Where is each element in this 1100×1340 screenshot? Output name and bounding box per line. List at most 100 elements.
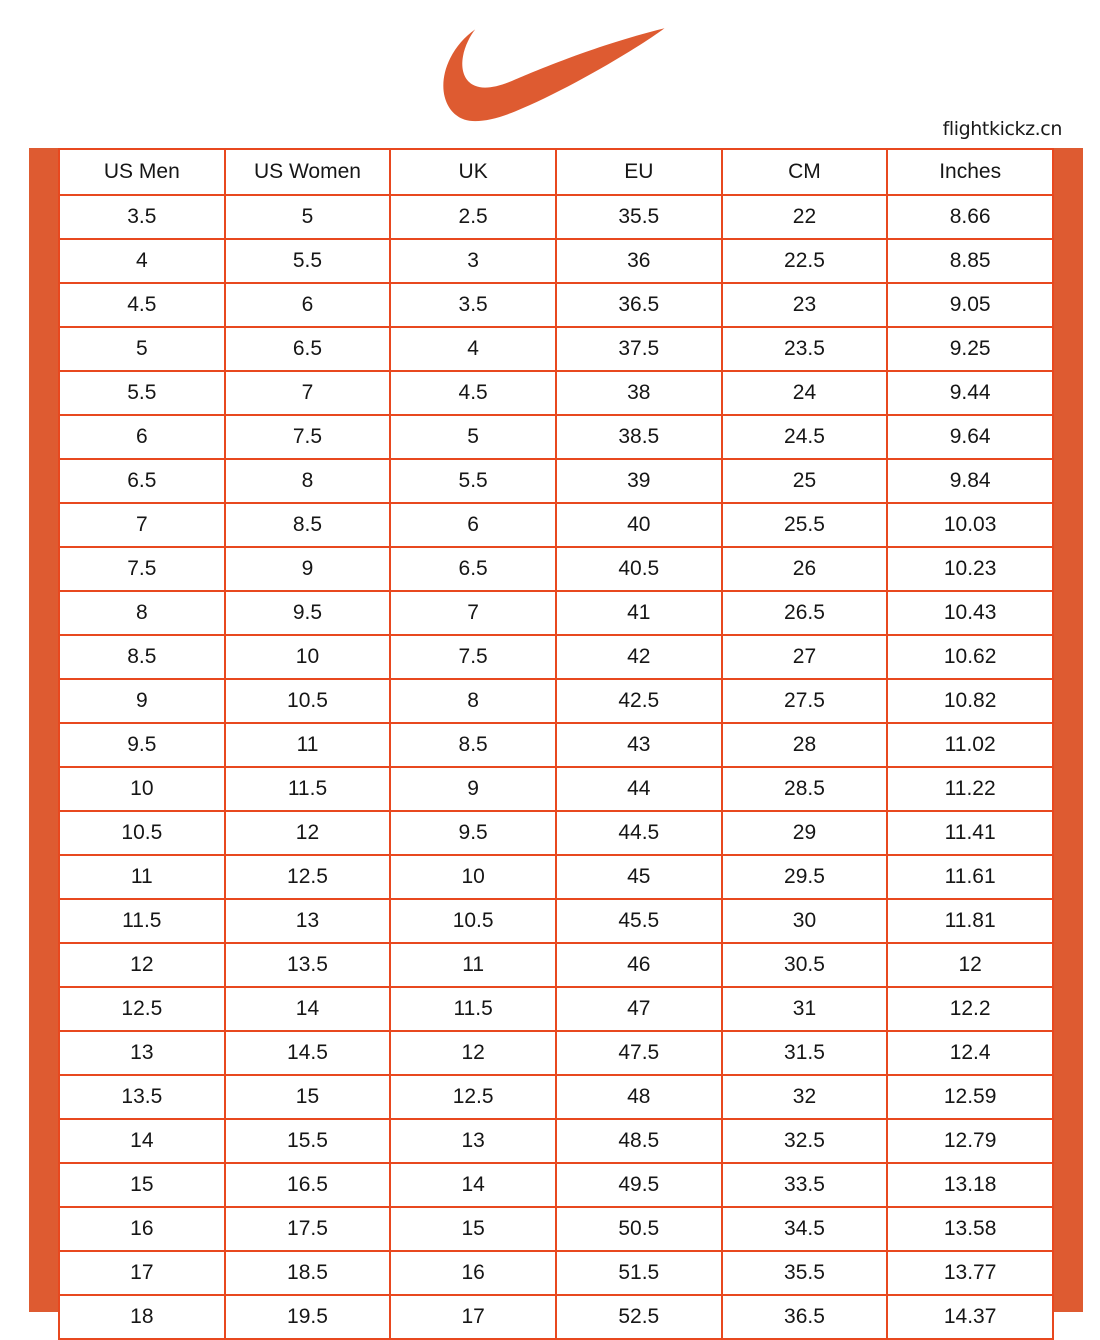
cell-us-men: 14 (58, 1118, 226, 1164)
cell-us-men: 10.5 (58, 810, 226, 856)
size-chart-frame: US Men US Women UK EU CM Inches 3.5 5 2.5 3… (29, 148, 1083, 1340)
cell-eu: 45.5 (554, 898, 723, 944)
cell-eu: 44.5 (554, 810, 723, 856)
cell-us-women: 12 (223, 810, 392, 856)
cell-inches: 11.61 (886, 854, 1054, 900)
table-row: 11 12.5 10 45 29.5 11.61 (58, 854, 1054, 900)
cell-cm: 30.5 (720, 942, 889, 988)
table-row: 14 15.5 13 48.5 32.5 12.79 (58, 1118, 1054, 1164)
cell-us-women: 6.5 (223, 326, 392, 372)
column-header-us-men: US Men (58, 148, 226, 196)
table-row: 4.5 6 3.5 36.5 23 9.05 (58, 282, 1054, 328)
cell-us-men: 13.5 (58, 1074, 226, 1120)
cell-uk: 12.5 (389, 1074, 557, 1120)
cell-us-men: 8 (58, 590, 226, 636)
cell-uk: 15 (389, 1206, 557, 1252)
cell-us-women: 13.5 (223, 942, 392, 988)
table-row: 7.5 9 6.5 40.5 26 10.23 (58, 546, 1054, 592)
cell-us-men: 3.5 (58, 194, 226, 240)
cell-us-women: 10 (223, 634, 392, 680)
table-row: 11.5 13 10.5 45.5 30 11.81 (58, 898, 1054, 944)
cell-us-women: 18.5 (223, 1250, 392, 1296)
cell-uk: 7 (389, 590, 557, 636)
cell-uk: 3.5 (389, 282, 557, 328)
cell-us-women: 6 (223, 282, 392, 328)
nike-swoosh-icon (443, 28, 665, 122)
cell-us-men: 8.5 (58, 634, 226, 680)
cell-cm: 23.5 (720, 326, 889, 372)
cell-inches: 11.41 (886, 810, 1054, 856)
table-header-row: US Men US Women UK EU CM Inches (58, 148, 1054, 196)
cell-inches: 13.18 (886, 1162, 1054, 1208)
cell-cm: 29.5 (720, 854, 889, 900)
cell-us-men: 13 (58, 1030, 226, 1076)
cell-us-women: 9.5 (223, 590, 392, 636)
cell-inches: 9.25 (886, 326, 1054, 372)
cell-cm: 30 (720, 898, 889, 944)
cell-uk: 11.5 (389, 986, 557, 1032)
cell-us-women: 7.5 (223, 414, 392, 460)
cell-inches: 11.81 (886, 898, 1054, 944)
cell-us-men: 16 (58, 1206, 226, 1252)
table-row: 17 18.5 16 51.5 35.5 13.77 (58, 1250, 1054, 1296)
cell-uk: 16 (389, 1250, 557, 1296)
cell-eu: 38 (554, 370, 723, 416)
cell-eu: 36 (554, 238, 723, 284)
cell-eu: 42 (554, 634, 723, 680)
table-row: 13 14.5 12 47.5 31.5 12.4 (58, 1030, 1054, 1076)
cell-eu: 35.5 (554, 194, 723, 240)
column-header-cm: CM (720, 148, 889, 196)
cell-cm: 26 (720, 546, 889, 592)
cell-cm: 28 (720, 722, 889, 768)
cell-inches: 12.79 (886, 1118, 1054, 1164)
cell-us-men: 7.5 (58, 546, 226, 592)
cell-us-women: 7 (223, 370, 392, 416)
cell-us-women: 10.5 (223, 678, 392, 724)
cell-us-men: 17 (58, 1250, 226, 1296)
cell-inches: 9.05 (886, 282, 1054, 328)
cell-uk: 12 (389, 1030, 557, 1076)
cell-us-men: 4 (58, 238, 226, 284)
cell-eu: 51.5 (554, 1250, 723, 1296)
cell-us-women: 8 (223, 458, 392, 504)
column-header-eu: EU (554, 148, 723, 196)
cell-uk: 8.5 (389, 722, 557, 768)
table-row: 10 11.5 9 44 28.5 11.22 (58, 766, 1054, 812)
cell-cm: 25.5 (720, 502, 889, 548)
cell-us-women: 9 (223, 546, 392, 592)
cell-uk: 13 (389, 1118, 557, 1164)
cell-inches: 10.03 (886, 502, 1054, 548)
cell-eu: 49.5 (554, 1162, 723, 1208)
cell-us-men: 11.5 (58, 898, 226, 944)
cell-us-men: 9 (58, 678, 226, 724)
cell-uk: 3 (389, 238, 557, 284)
cell-cm: 26.5 (720, 590, 889, 636)
table-row: 15 16.5 14 49.5 33.5 13.18 (58, 1162, 1054, 1208)
cell-eu: 48.5 (554, 1118, 723, 1164)
cell-inches: 12 (886, 942, 1054, 988)
cell-inches: 10.43 (886, 590, 1054, 636)
cell-eu: 47 (554, 986, 723, 1032)
cell-us-men: 15 (58, 1162, 226, 1208)
cell-eu: 41 (554, 590, 723, 636)
cell-cm: 24 (720, 370, 889, 416)
cell-eu: 46 (554, 942, 723, 988)
cell-uk: 6 (389, 502, 557, 548)
cell-cm: 22 (720, 194, 889, 240)
column-header-inches: Inches (886, 148, 1054, 196)
table-row: 9 10.5 8 42.5 27.5 10.82 (58, 678, 1054, 724)
cell-us-women: 15 (223, 1074, 392, 1120)
cell-cm: 32 (720, 1074, 889, 1120)
cell-cm: 33.5 (720, 1162, 889, 1208)
cell-cm: 28.5 (720, 766, 889, 812)
cell-cm: 34.5 (720, 1206, 889, 1252)
cell-us-women: 11 (223, 722, 392, 768)
cell-uk: 7.5 (389, 634, 557, 680)
table-row: 12 13.5 11 46 30.5 12 (58, 942, 1054, 988)
cell-cm: 36.5 (720, 1294, 889, 1340)
table-row: 9.5 11 8.5 43 28 11.02 (58, 722, 1054, 768)
cell-us-women: 14.5 (223, 1030, 392, 1076)
cell-uk: 9.5 (389, 810, 557, 856)
shoe-size-conversion-table: US Men US Women UK EU CM Inches 3.5 5 2.5 3… (58, 148, 1054, 1340)
table-body: 3.5 5 2.5 35.5 22 8.66 4 5.5 3 36 22.5 8.85 4.5 6 3.5 3… (58, 194, 1054, 1340)
